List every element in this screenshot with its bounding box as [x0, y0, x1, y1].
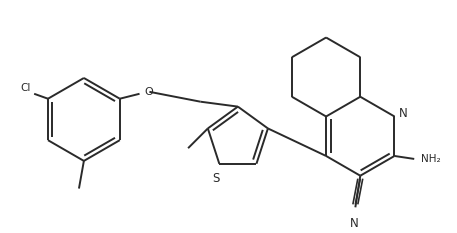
Text: S: S — [213, 172, 220, 185]
Text: N: N — [399, 107, 407, 120]
Text: N: N — [350, 217, 359, 230]
Text: O: O — [144, 87, 153, 97]
Text: Cl: Cl — [21, 83, 31, 93]
Text: NH₂: NH₂ — [421, 154, 441, 164]
